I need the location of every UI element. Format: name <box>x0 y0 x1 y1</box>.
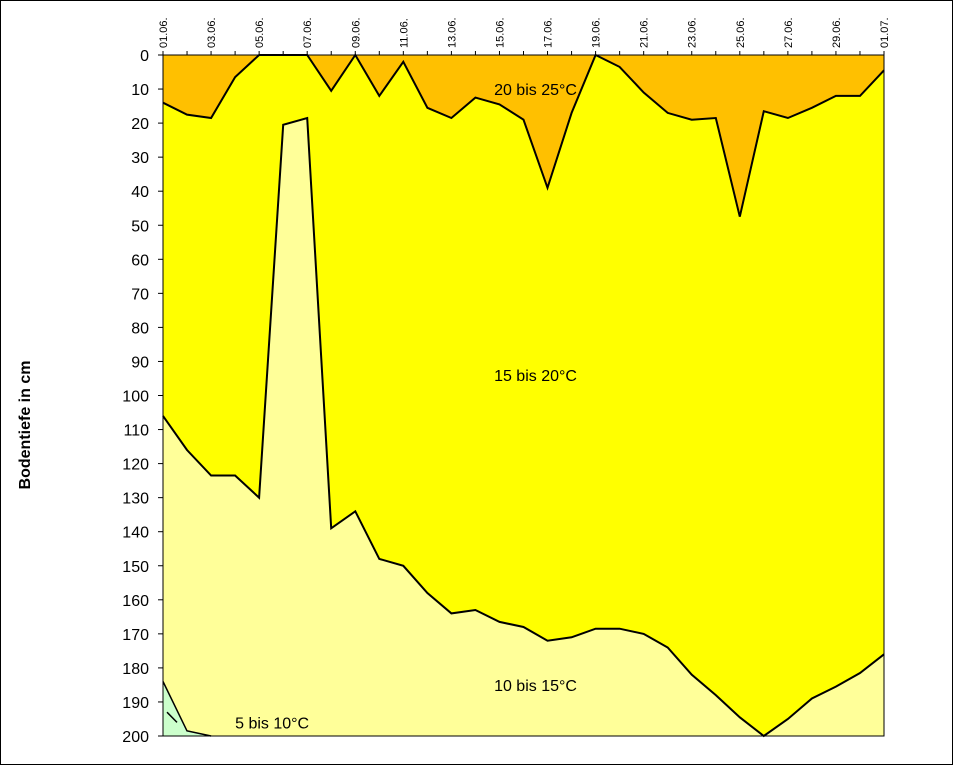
x-tick-label: 01.06. <box>158 17 170 48</box>
y-tick-label: 0 <box>140 48 149 65</box>
y-tick-label: 180 <box>122 661 149 678</box>
y-tick-label: 70 <box>131 286 149 303</box>
y-tick-label: 160 <box>122 593 149 610</box>
zone-label: 15 bis 20°C <box>494 368 577 385</box>
zone-20-25 <box>163 55 884 217</box>
x-tick-label: 13.06. <box>446 17 458 48</box>
y-tick-label: 190 <box>122 695 149 712</box>
x-tick-label: 19.06. <box>591 17 603 48</box>
y-tick-label: 20 <box>131 116 149 133</box>
zone-15-20 <box>163 55 884 736</box>
y-tick-label: 30 <box>131 150 149 167</box>
boundary-line-10-15 <box>162 681 212 737</box>
y-tick-label: 80 <box>131 320 149 337</box>
x-tick-label: 27.06. <box>783 17 795 48</box>
annotation-leader <box>166 711 178 723</box>
y-tick-label: 40 <box>131 184 149 201</box>
x-tick-label: 07.06. <box>302 17 314 48</box>
y-tick-label: 140 <box>122 525 149 542</box>
zone-labels: 20 bis 25°C 15 bis 20°C 10 bis 15°C 5 bis 1… <box>166 82 577 732</box>
x-tick-label: 15.06. <box>495 17 507 48</box>
y-tick-label: 50 <box>131 218 149 235</box>
x-tick-label: 17.06. <box>543 17 555 48</box>
y-axis-title: Bodentiefe in cm <box>17 361 34 490</box>
y-tick-label: 10 <box>131 82 149 99</box>
y-tick-label: 170 <box>122 627 149 644</box>
x-tick-label: 01.07. <box>879 17 891 48</box>
x-tick-label: 25.06. <box>735 17 747 48</box>
x-tick-label: 11.06. <box>398 18 410 48</box>
x-tick-label: 23.06. <box>687 17 699 48</box>
x-tick-label: 29.06. <box>831 17 843 48</box>
axes: 0 10 20 30 40 50 60 70 80 90 100 110 120 130 140 150 160… <box>122 17 891 746</box>
y-tick-label: 150 <box>122 559 149 576</box>
zone-5-10 <box>163 681 212 736</box>
y-tick-label: 200 <box>122 729 149 746</box>
y-tick-label: 110 <box>123 423 149 440</box>
x-tick-label: 05.06. <box>254 17 266 48</box>
zone-label: 10 bis 15°C <box>494 678 577 695</box>
zone-label: 5 bis 10°C <box>235 715 309 732</box>
zone-label: 20 bis 25°C <box>494 82 577 99</box>
x-tick-label: 21.06. <box>639 17 651 48</box>
x-tick-label: 03.06. <box>206 17 218 48</box>
x-tick-label: 09.06. <box>350 17 362 48</box>
plot-area <box>162 53 885 738</box>
y-tick-label: 130 <box>122 491 149 508</box>
y-tick-label: 60 <box>131 252 149 269</box>
y-tick-label: 120 <box>122 457 149 474</box>
y-tick-label: 100 <box>122 389 149 406</box>
y-tick-label: 90 <box>131 354 149 371</box>
